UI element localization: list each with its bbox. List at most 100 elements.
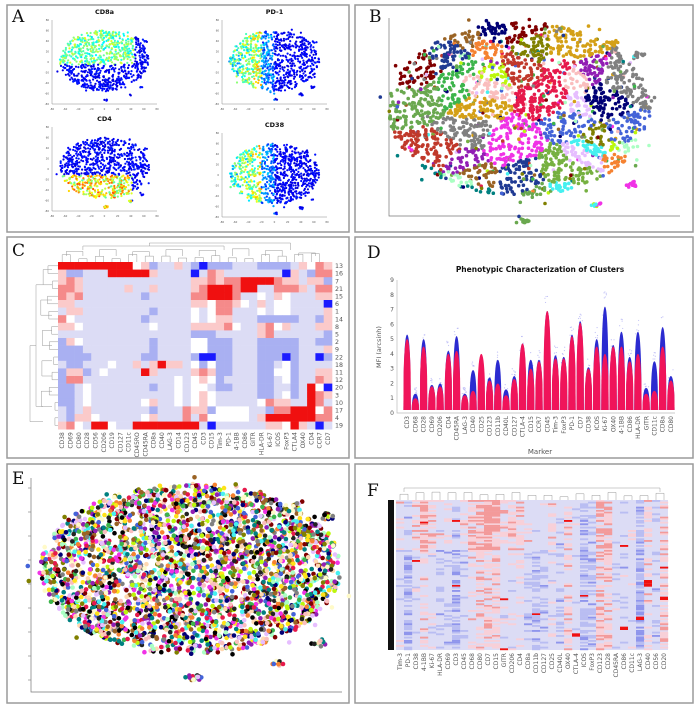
point [250, 40, 253, 43]
point [457, 183, 462, 188]
point [291, 69, 294, 72]
point [96, 50, 99, 53]
point [100, 36, 103, 39]
point [128, 56, 131, 59]
point [287, 192, 290, 195]
y-tick-label: -20 [45, 178, 50, 182]
point [103, 145, 106, 149]
point [310, 44, 313, 47]
point [552, 146, 557, 151]
point [125, 73, 128, 76]
point [76, 161, 79, 164]
point [241, 166, 244, 169]
point [576, 174, 581, 178]
point [302, 156, 305, 159]
point [111, 149, 114, 152]
point [93, 141, 96, 144]
point [280, 198, 283, 201]
point [86, 167, 89, 170]
point [283, 189, 286, 192]
point [277, 178, 280, 181]
point [99, 140, 102, 143]
point [283, 162, 286, 165]
tsne-subplot-cd38: CD38-80 -60 -40 -20 0 20 40 60 80-80-60-40-20020… [215, 121, 329, 224]
point [77, 191, 80, 194]
point [278, 70, 281, 73]
point [275, 192, 279, 195]
point [300, 94, 303, 97]
point [126, 48, 129, 51]
point [267, 69, 271, 72]
point [113, 181, 116, 184]
point [260, 76, 263, 79]
point [75, 60, 78, 63]
point [102, 36, 106, 40]
point [124, 49, 127, 52]
point [303, 162, 306, 165]
point [451, 70, 455, 74]
point [117, 144, 120, 147]
point [522, 65, 527, 70]
point [450, 157, 454, 162]
panel-border [6, 463, 350, 704]
point [517, 69, 522, 74]
point [288, 33, 291, 36]
point [254, 37, 257, 40]
point [143, 67, 146, 70]
point [459, 180, 464, 185]
point [97, 69, 100, 72]
point [276, 77, 279, 80]
point [516, 183, 521, 188]
point [272, 161, 275, 164]
point [121, 167, 124, 170]
point [272, 155, 275, 158]
point [241, 177, 244, 180]
point [80, 65, 83, 69]
point [93, 149, 96, 152]
point [105, 98, 108, 102]
point [91, 146, 94, 149]
point [93, 31, 96, 34]
point [563, 78, 567, 83]
point [238, 163, 241, 166]
point [138, 50, 141, 53]
point [247, 175, 251, 178]
point [94, 82, 97, 85]
point [90, 84, 93, 87]
point [307, 58, 311, 61]
point [472, 86, 477, 91]
point [253, 50, 256, 53]
point [87, 147, 90, 150]
point [99, 165, 103, 168]
point [141, 53, 144, 56]
point [464, 153, 469, 158]
point [286, 52, 289, 55]
point [294, 187, 297, 190]
point [131, 152, 134, 155]
point [111, 87, 114, 90]
point [130, 181, 133, 184]
point [239, 42, 242, 45]
point [118, 54, 122, 57]
point [135, 173, 139, 176]
point [143, 40, 146, 43]
point [247, 193, 250, 196]
point [285, 200, 289, 204]
point [431, 163, 436, 168]
point [119, 190, 122, 193]
point [407, 60, 412, 65]
x-tick-label: -60 [63, 107, 68, 111]
point [127, 52, 130, 55]
point [124, 186, 128, 189]
y-tick-label: 60 [216, 142, 220, 146]
point [120, 78, 123, 81]
point [312, 174, 315, 177]
point [84, 86, 87, 89]
point [143, 55, 146, 58]
point [96, 171, 100, 174]
point [605, 164, 610, 169]
point [77, 52, 80, 55]
point [102, 178, 105, 181]
point [71, 69, 74, 72]
point [263, 162, 266, 165]
